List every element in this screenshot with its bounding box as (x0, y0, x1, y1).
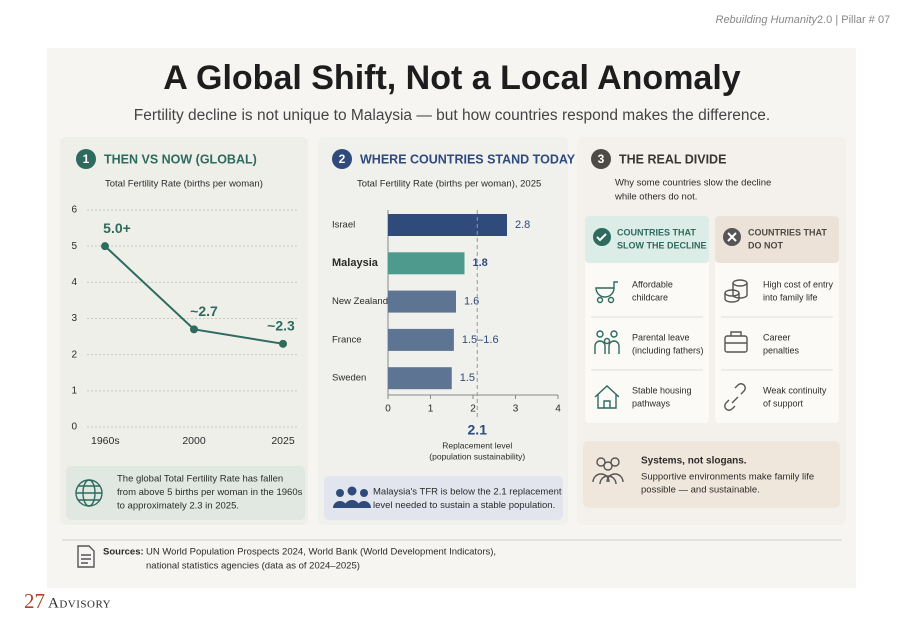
note: to approximately 2.3 in 2025. (117, 501, 239, 512)
y-tick-label: 2 (71, 349, 77, 360)
y-tick-label: Israel (332, 220, 355, 231)
panel-number: 2 (339, 152, 346, 166)
icons (77, 228, 748, 568)
logo-number: 27 (24, 589, 45, 613)
panel-number: 3 (598, 152, 605, 166)
column-item: Career (763, 332, 791, 342)
subtitle: Fertility decline is not unique to Malay… (134, 107, 770, 124)
y-tick-label: Sweden (332, 373, 366, 384)
point (190, 325, 198, 334)
header-series: Rebuilding Humanity (716, 14, 819, 26)
header-tag: 2.0 | Pillar # 07 (817, 14, 890, 26)
chart-subtitle: Total Fertility Rate (births per woman) (105, 179, 263, 190)
y-tick-label: 3 (71, 313, 77, 324)
column-item: High cost of entry (763, 279, 834, 289)
column-item: Parental leave (632, 332, 690, 342)
x-tick-label: 2 (470, 404, 476, 415)
panel (60, 137, 308, 525)
bar (388, 252, 465, 275)
value-label: ~2.3 (267, 318, 295, 334)
y-tick-label: 6 (71, 205, 77, 216)
title: A Global Shift, Not a Local Anomaly (163, 59, 741, 97)
column-item: Weak continuity (763, 385, 827, 395)
column (715, 216, 839, 423)
callout-box (583, 441, 840, 508)
y-tick-label: 4 (71, 277, 77, 288)
bar (388, 367, 452, 390)
y-tick-label: Malaysia (332, 257, 379, 269)
x-tick-label: 2025 (271, 435, 295, 447)
column-heading: SLOW THE DECLINE (617, 240, 707, 250)
point (101, 242, 109, 251)
number-badges (76, 149, 611, 169)
value-label: ~2.7 (190, 303, 218, 319)
bar (388, 214, 507, 236)
y-tick-label: 0 (71, 422, 77, 433)
column-heading: COUNTRIES THAT (617, 227, 696, 237)
panel-subtitle: while others do not. (614, 192, 697, 203)
sources-text: UN World Population Prospects 2024, Worl… (146, 547, 496, 558)
value-label: 1.5–1.6 (462, 334, 499, 346)
y-tick-label: New Zealand (332, 296, 388, 307)
x-tick-label: 4 (555, 404, 561, 415)
callout-text: possible — and sustainable. (641, 485, 760, 496)
icons (75, 228, 620, 507)
panel-number: 1 (83, 152, 90, 166)
x-tick-label: 3 (513, 404, 519, 415)
bar (388, 290, 456, 313)
x-tick-label: 1 (428, 404, 434, 415)
note: from above 5 births per woman in the 196… (117, 487, 303, 498)
panel-title: WHERE COUNTRIES STAND TODAY (360, 152, 576, 166)
column-item: pathways (632, 398, 671, 408)
note-box (66, 466, 305, 520)
column-item: into family life (763, 292, 818, 302)
note: level needed to sustain a stable populat… (373, 500, 555, 511)
column-item: of support (763, 398, 804, 408)
column-header (585, 216, 709, 263)
y-tick-label: France (332, 334, 362, 345)
note: Malaysia's TFR is below the 2.1 replacem… (373, 487, 562, 498)
note: The global Total Fertility Rate has fall… (117, 474, 283, 485)
panel-title: THEN VS NOW (GLOBAL) (104, 152, 257, 166)
reference-label: Replacement level (442, 440, 512, 450)
reference-note: (population sustainability) (429, 451, 525, 461)
point (279, 339, 287, 348)
value-label: 1.8 (473, 257, 488, 269)
logo-name: Advisory (48, 595, 111, 611)
column-item: Stable housing (632, 385, 692, 395)
column-item: (including fathers) (632, 345, 704, 355)
column-heading: DO NOT (748, 240, 784, 250)
icons (333, 486, 371, 508)
column-heading: COUNTRIES THAT (748, 227, 827, 237)
value-label: 2.8 (515, 219, 530, 231)
y-tick-label: 5 (71, 241, 77, 252)
column-item: Affordable (632, 279, 673, 289)
value-label: 1.5 (460, 372, 475, 384)
sources-text: national statistics agencies (data as of… (146, 561, 360, 572)
reference-value: 2.1 (468, 422, 488, 438)
chart-subtitle: Total Fertility Rate (births per woman),… (357, 179, 541, 190)
panel-subtitle: Why some countries slow the decline (615, 178, 771, 189)
value-label: 1.6 (464, 296, 479, 308)
column-header (715, 216, 839, 263)
column-item: penalties (763, 345, 800, 355)
panel-title: THE REAL DIVIDE (619, 152, 726, 166)
column (585, 216, 709, 423)
column-item: childcare (632, 292, 668, 302)
value-label: 5.0+ (103, 220, 131, 236)
sources-label: Sources: (103, 547, 144, 558)
x-tick-label: 2000 (182, 435, 206, 447)
bar (388, 328, 454, 351)
x-tick-label: 1960s (91, 435, 120, 447)
x-tick-label: 0 (385, 404, 391, 415)
callout-title: Systems, not slogans. (641, 456, 747, 467)
note-box (324, 476, 563, 520)
callout-text: Supportive environments make family life (641, 472, 814, 483)
y-tick-label: 1 (71, 385, 77, 396)
